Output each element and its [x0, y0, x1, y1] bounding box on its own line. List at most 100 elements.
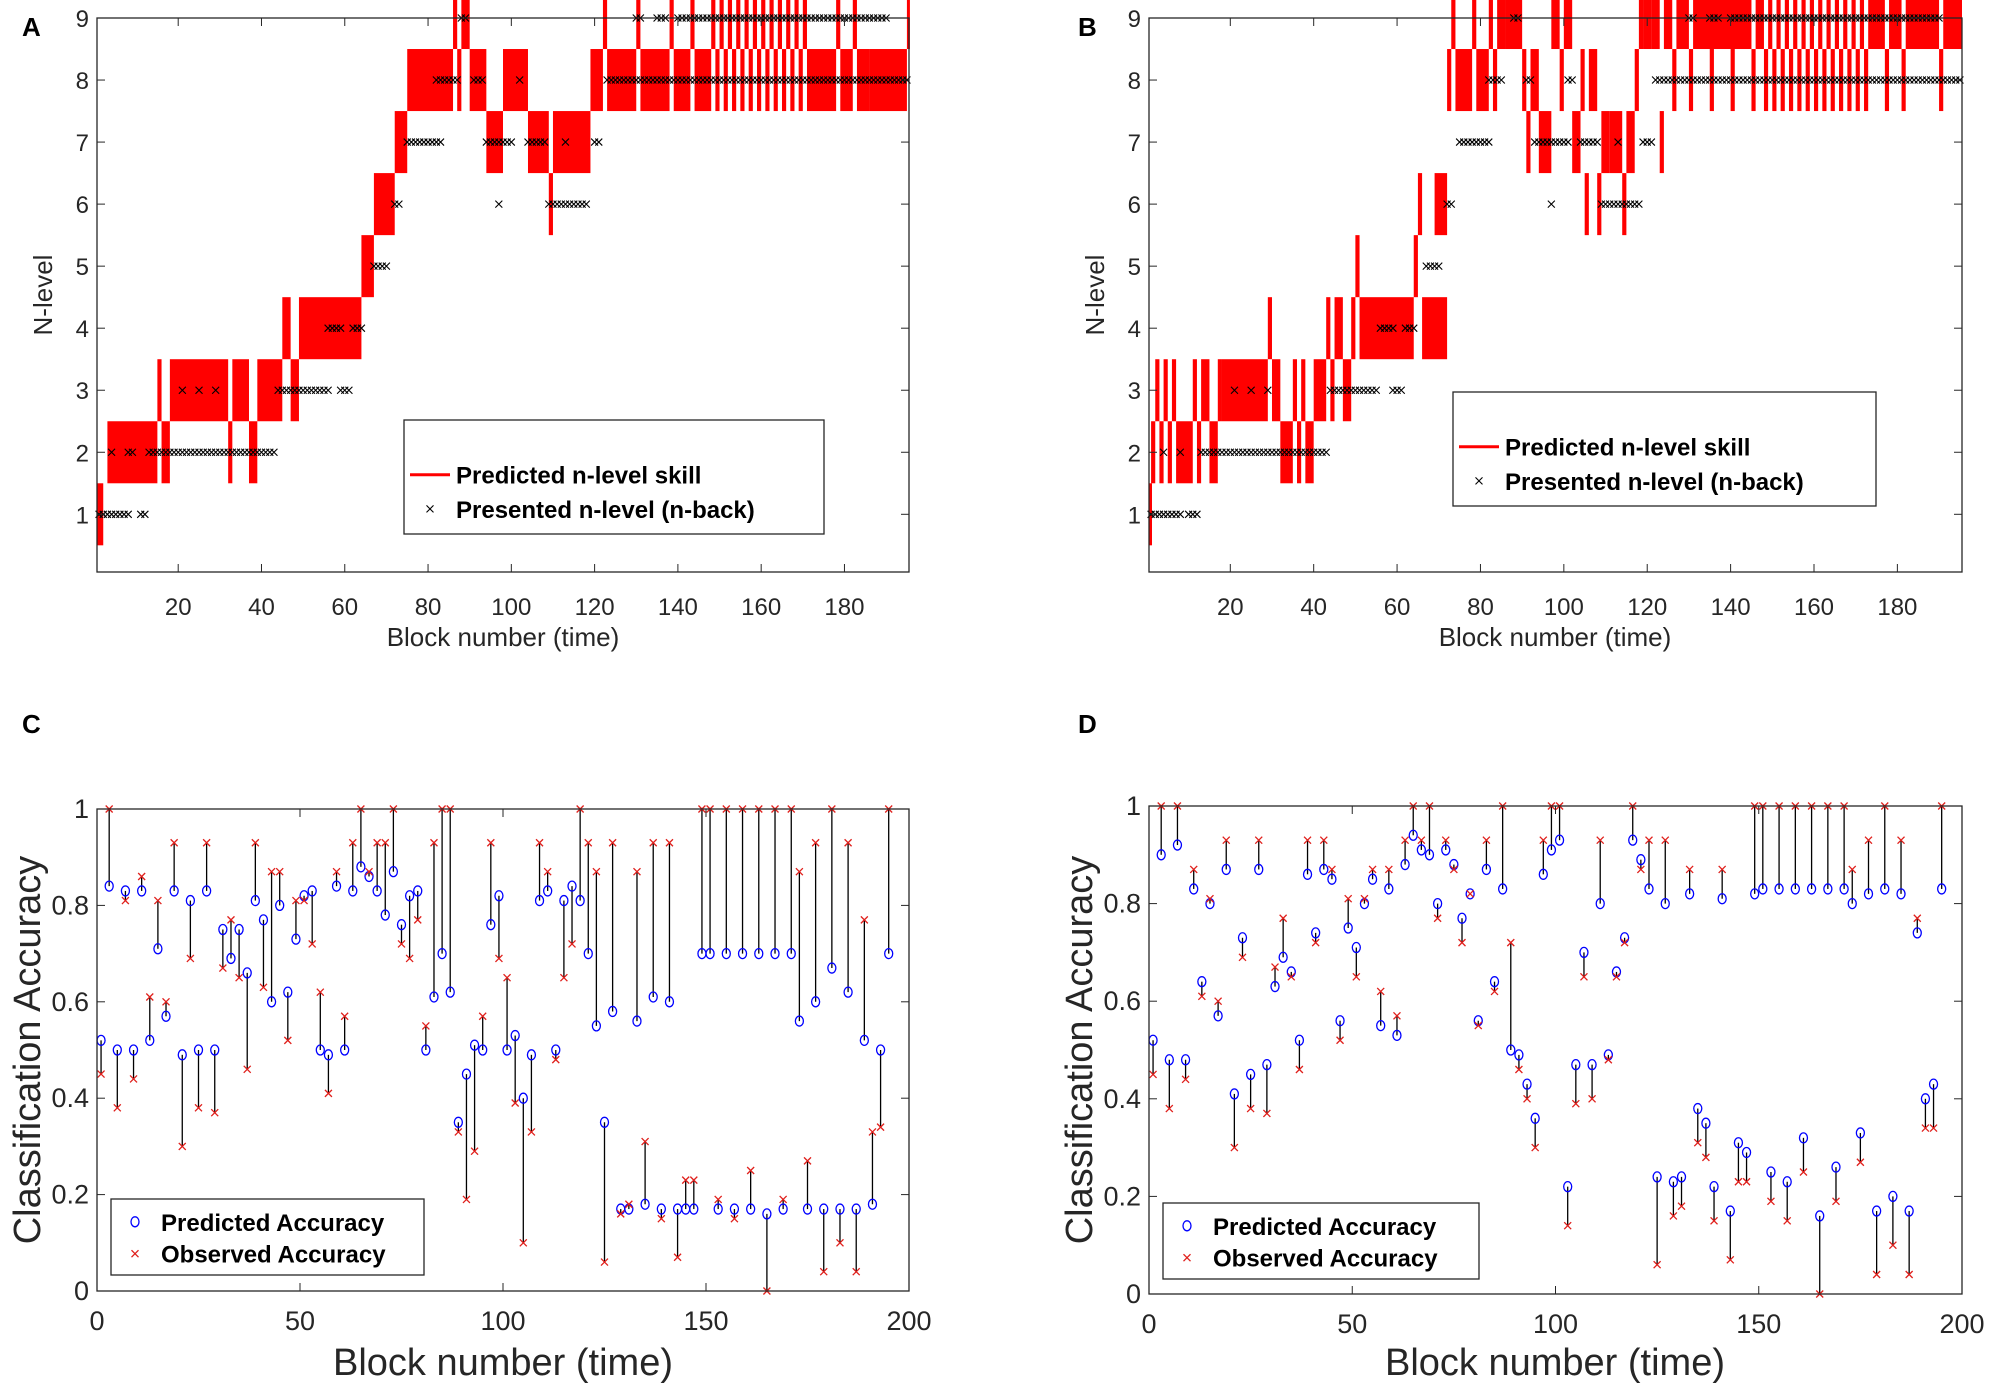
presented-level-marker — [1159, 448, 1168, 457]
observed-accuracy-point — [551, 1055, 560, 1064]
predicted-accuracy-point — [567, 880, 577, 892]
predicted-accuracy-point — [315, 1044, 325, 1056]
observed-accuracy-point — [1726, 1255, 1735, 1264]
presented-level-marker — [128, 448, 137, 457]
observed-accuracy-point — [689, 1176, 698, 1185]
observed-accuracy-point — [1701, 1153, 1710, 1162]
presented-level-marker — [1434, 262, 1443, 271]
predicted-skill-bar — [1497, 0, 1506, 50]
observed-accuracy-point — [714, 1195, 723, 1204]
observed-accuracy-point — [381, 838, 390, 847]
legend-box — [1162, 1202, 1480, 1280]
legend: Predicted n-level skill Presented n-level… — [1452, 391, 1877, 507]
predicted-accuracy-point — [534, 894, 545, 907]
predicted-accuracy-point — [713, 1203, 723, 1215]
predicted-skill-bar — [503, 49, 528, 112]
predicted-skill-bar — [461, 0, 470, 50]
predicted-skill-bar — [1788, 49, 1794, 112]
predicted-accuracy-point — [1579, 946, 1589, 959]
predicted-accuracy-point — [421, 1044, 431, 1056]
presented-level-marker — [507, 138, 516, 146]
legend-marker-predicted — [1182, 1220, 1192, 1232]
predicted-accuracy-point — [145, 1034, 155, 1047]
y-tick-label: 0.2 — [1103, 1181, 1141, 1211]
presented-level-marker — [270, 448, 278, 457]
presented-level-marker — [453, 76, 462, 84]
observed-accuracy-point — [413, 915, 422, 924]
observed-accuracy-point — [1799, 1168, 1808, 1176]
observed-accuracy-point — [1636, 865, 1645, 874]
predicted-accuracy-point — [794, 1015, 805, 1027]
legend-label: Predicted Accuracy — [161, 1210, 385, 1237]
predicted-skill-bar — [1572, 111, 1581, 174]
predicted-accuracy-point — [1424, 849, 1435, 861]
presented-level-marker — [1593, 138, 1602, 146]
y-tick-label: 6 — [76, 192, 89, 219]
observed-accuracy-point — [600, 1258, 609, 1267]
observed-accuracy-point — [1303, 836, 1312, 845]
predicted-accuracy-point — [640, 1198, 650, 1210]
observed-accuracy-point — [470, 1147, 479, 1156]
predicted-accuracy-point — [1367, 873, 1378, 885]
predicted-skill-bar — [282, 297, 291, 360]
observed-accuracy-point — [137, 872, 146, 881]
observed-accuracy-point — [210, 1108, 219, 1117]
predicted-skill-bar — [1351, 297, 1356, 360]
observed-accuracy-point — [1271, 963, 1279, 971]
presented-level-marker — [345, 386, 353, 395]
observed-accuracy-point — [795, 867, 804, 876]
observed-accuracy-point — [1311, 938, 1320, 947]
predicted-accuracy-point — [689, 1203, 699, 1215]
predicted-skill-bar — [1201, 359, 1210, 422]
presented-level-marker — [1564, 138, 1572, 146]
observed-accuracy-point — [194, 1103, 203, 1112]
predicted-skill-bar — [552, 111, 591, 174]
predicted-skill-bar — [1818, 0, 1823, 50]
legend-label: Predicted n-level skill — [1505, 435, 1750, 462]
y-axis-label: Classification Accuracy — [1059, 856, 1101, 1245]
x-tick-label: 0 — [89, 1306, 104, 1336]
predicted-skill-bar — [669, 0, 674, 50]
panel-label: A — [22, 12, 41, 42]
predicted-accuracy-point — [502, 1044, 512, 1056]
predicted-accuracy-point — [348, 885, 358, 897]
predicted-skill-bar — [1292, 359, 1298, 422]
predicted-accuracy-point — [1311, 927, 1321, 939]
predicted-accuracy-point — [1636, 854, 1646, 866]
observed-accuracy-point — [486, 838, 495, 847]
predicted-accuracy-point — [258, 914, 269, 926]
predicted-accuracy-point — [737, 947, 748, 960]
predicted-accuracy-point — [1766, 1166, 1776, 1178]
observed-accuracy-point — [559, 973, 568, 982]
predicted-accuracy-point — [632, 1015, 642, 1027]
predicted-skill-bar — [794, 0, 799, 50]
predicted-accuracy-point — [1384, 883, 1394, 895]
predicted-skill-bar — [1730, 49, 1735, 112]
predicted-skill-bar — [761, 0, 766, 50]
predicted-skill-bar — [723, 49, 728, 112]
predicted-accuracy-point — [1904, 1205, 1914, 1217]
predicted-accuracy-point — [721, 947, 731, 960]
predicted-accuracy-point — [429, 991, 439, 1003]
presented-level-marker — [124, 510, 133, 519]
predicted-accuracy-point — [396, 919, 407, 931]
predicted-accuracy-point — [1197, 976, 1207, 988]
x-tick-label: 80 — [1467, 594, 1494, 621]
predicted-skill-bar — [840, 49, 853, 112]
x-axis-label: Block number (time) — [333, 1342, 673, 1384]
predicted-accuracy-point — [1587, 1058, 1597, 1071]
predicted-skill-bar — [719, 0, 724, 50]
observed-accuracy-point — [641, 1137, 650, 1146]
x-tick-label: 50 — [285, 1306, 315, 1336]
observed-accuracy-point — [1238, 953, 1247, 962]
predicted-accuracy-point — [1806, 883, 1817, 895]
predicted-skill-bar — [1780, 49, 1785, 112]
observed-accuracy-point — [1254, 836, 1263, 845]
predicted-skill-bar — [1851, 0, 1856, 50]
predicted-accuracy-point — [1327, 873, 1337, 885]
predicted-accuracy-point — [591, 1020, 602, 1032]
y-tick-label: 1 — [74, 794, 89, 824]
predicted-accuracy-point — [161, 1010, 171, 1022]
predicted-accuracy-point — [599, 1116, 610, 1128]
observed-accuracy-point — [665, 838, 674, 847]
